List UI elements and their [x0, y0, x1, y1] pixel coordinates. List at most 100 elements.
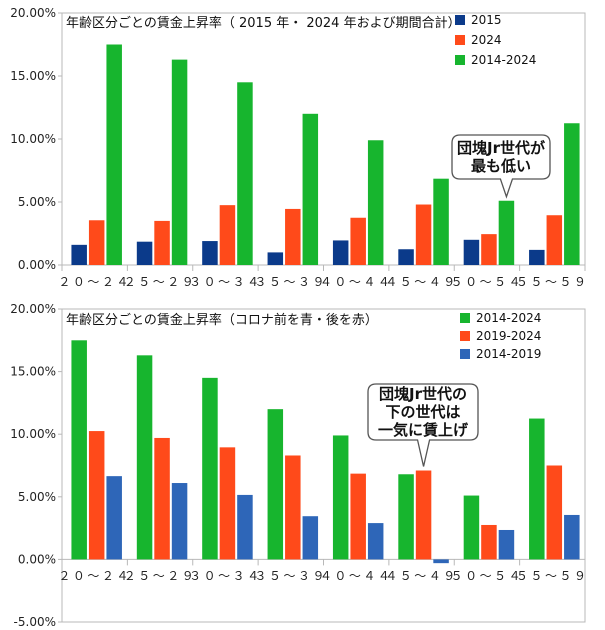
bar-2014-2024-3: [202, 377, 218, 560]
bar-2015-6: [398, 249, 414, 265]
bar-2019-2024-8: [546, 465, 563, 560]
x-tick-label: ２５〜２９: [124, 275, 197, 289]
y-tick-label: 15.00%: [10, 69, 56, 83]
bar-2014-2019-2: [171, 483, 188, 560]
x-tick-label: ２５〜２９: [124, 569, 197, 583]
callout-text: 最も低い: [471, 157, 531, 175]
y-tick-label: 0.00%: [18, 552, 56, 566]
y-tick-label: 0.00%: [18, 258, 56, 272]
bar-2015-3: [202, 241, 218, 265]
x-tick-label: ４０〜４４: [320, 569, 393, 583]
legend-label: 2019-2024: [476, 329, 541, 343]
legend-label: 2015: [471, 13, 502, 27]
bar-2019-2024-2: [154, 437, 170, 560]
chart-title: 年齢区分ごとの賃金上昇率（コロナ前を青・後を赤）: [66, 312, 378, 328]
y-tick-label: 5.00%: [18, 490, 56, 504]
bar-2015-8: [529, 249, 545, 265]
bar-2024-7: [481, 234, 497, 265]
bar-2019-2024-3: [219, 447, 236, 560]
bar-2024-6: [415, 204, 432, 265]
y-tick-label: 20.00%: [10, 6, 56, 20]
bar-2014-2024-3: [237, 82, 253, 265]
y-tick-label: 10.00%: [10, 427, 56, 441]
bar-2014-2024-8: [564, 123, 580, 265]
bar-2024-2: [154, 220, 170, 265]
callout-bubble: [451, 134, 551, 199]
x-tick-label: ２０〜２４: [58, 275, 131, 289]
callout-text: 団塊Jr世代が: [457, 139, 546, 157]
bar-2015-1: [71, 244, 87, 265]
x-tick-label: ４５〜４９: [385, 569, 458, 583]
legend-label: 2014-2019: [476, 347, 541, 361]
x-tick-label: ３５〜３９: [255, 275, 328, 289]
bar-2019-2024-7: [481, 524, 497, 560]
x-tick-label: ５０〜５４: [451, 569, 524, 583]
x-tick-label: ３５〜３９: [255, 569, 328, 583]
bar-2019-2024-5: [350, 473, 366, 560]
bar-2014-2019-3: [237, 494, 253, 560]
y-tick-label: 20.00%: [10, 302, 56, 316]
y-tick-label: 15.00%: [10, 365, 56, 379]
bar-2014-2019-5: [367, 523, 384, 560]
chart-title: 年齢区分ごとの賃金上昇率（ 2015 年・ 2024 年および期間合計）: [66, 15, 461, 31]
y-tick-label: 5.00%: [18, 195, 56, 209]
legend-swatch: [455, 55, 465, 65]
bar-2024-3: [219, 205, 236, 265]
x-tick-label: ３０〜３４: [189, 569, 262, 583]
legend-swatch: [460, 331, 470, 341]
x-tick-label: ３０〜３４: [189, 275, 262, 289]
legend-label: 2014-2024: [471, 53, 536, 67]
bar-2014-2024-2: [171, 59, 188, 266]
x-tick-label: ５０〜５４: [451, 275, 524, 289]
bar-2019-2024-1: [88, 431, 105, 560]
bar-2014-2024-4: [267, 409, 284, 560]
bar-2024-4: [285, 208, 301, 265]
x-tick-label: ５５〜５９: [516, 569, 589, 583]
bar-2014-2024-7: [498, 200, 515, 265]
legend-swatch: [455, 15, 465, 25]
bar-2024-5: [350, 217, 366, 265]
bar-2014-2024-5: [367, 140, 384, 265]
x-tick-label: ２０〜２４: [58, 569, 131, 583]
bar-2014-2024-6: [398, 474, 414, 560]
callout-text: 一気に賃上げ: [378, 421, 469, 439]
bar-2015-7: [463, 239, 480, 265]
bar-2014-2024-4: [302, 113, 319, 265]
bar-2014-2024-6: [433, 178, 449, 265]
chart-2: -5.00% 0.00% 5.00% 10.00% 15.00% 20.00% ２０〜２４２…: [10, 302, 589, 629]
bar-2014-2024-1: [71, 340, 87, 560]
bar-2014-2024-8: [529, 418, 545, 560]
y-tick-label: -5.00%: [14, 615, 56, 629]
bar-2015-2: [136, 241, 153, 265]
bar-2014-2024-7: [463, 495, 480, 560]
bar-2019-2024-4: [285, 455, 301, 560]
bar-2015-4: [267, 252, 284, 265]
bar-2014-2024-1: [106, 44, 122, 265]
bar-2014-2019-7: [498, 529, 515, 560]
chart-1: 0.00% 5.00% 10.00% 15.00% 20.00% ２０〜２４２５〜２９３０…: [10, 6, 589, 289]
callout-bubble: [367, 383, 479, 467]
x-tick-label: ４０〜４４: [320, 275, 393, 289]
bar-2014-2019-1: [106, 476, 122, 560]
legend-swatch: [460, 313, 470, 323]
bar-2015-5: [332, 240, 349, 265]
legend-label: 2024: [471, 33, 502, 47]
bar-2019-2024-6: [415, 470, 432, 560]
x-tick-label: ４５〜４９: [385, 275, 458, 289]
callout-text: 下の世代は: [385, 403, 460, 421]
bar-2024-8: [546, 215, 563, 265]
x-tick-label: ５５〜５９: [516, 275, 589, 289]
bar-2024-1: [88, 220, 105, 265]
bar-2014-2024-2: [136, 355, 153, 560]
legend-swatch: [455, 35, 465, 45]
bar-2014-2019-6: [433, 559, 449, 564]
legend-label: 2014-2024: [476, 311, 541, 325]
bar-2014-2019-8: [564, 514, 580, 560]
legend-swatch: [460, 349, 470, 359]
callout-text: 団塊Jr世代の: [379, 385, 467, 403]
y-tick-label: 10.00%: [10, 132, 56, 146]
bar-2014-2024-5: [332, 435, 349, 560]
bar-2014-2019-4: [302, 516, 319, 560]
